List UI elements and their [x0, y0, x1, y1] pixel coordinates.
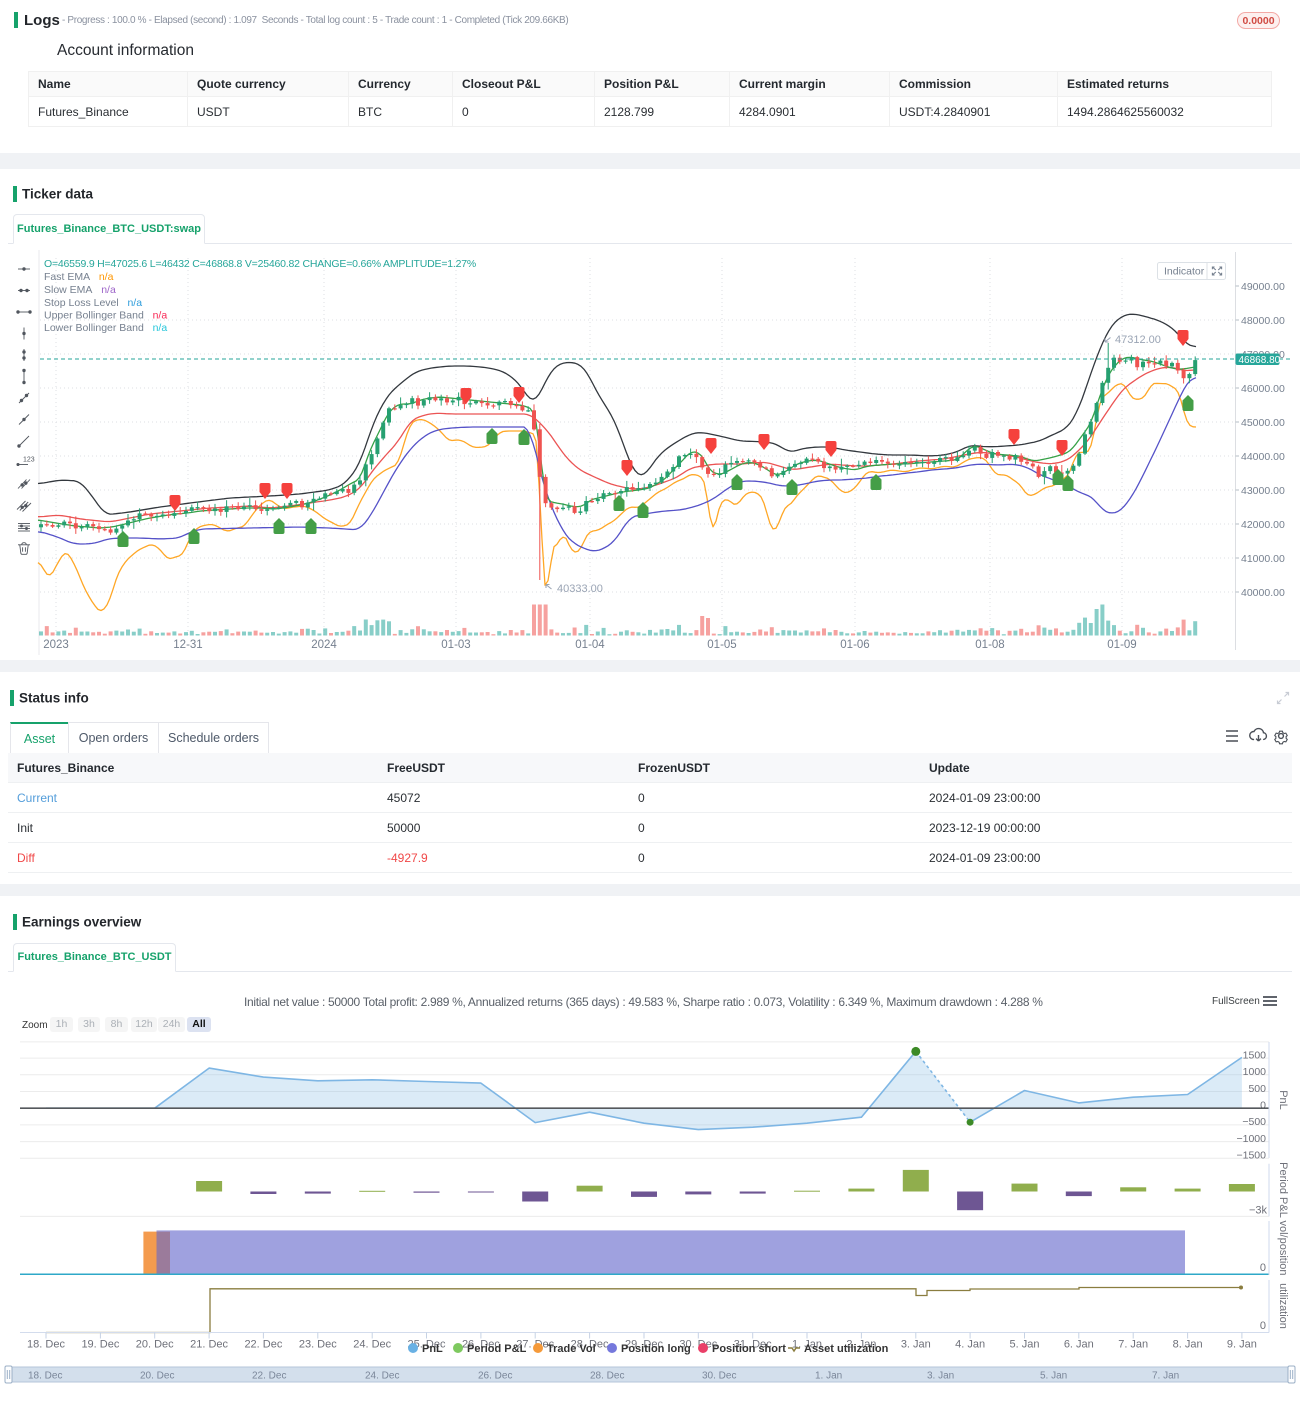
svg-text:40000.00: 40000.00 [1241, 587, 1285, 599]
svg-text:−1000: −1000 [1237, 1133, 1267, 1145]
svg-text:21. Dec: 21. Dec [190, 1339, 228, 1351]
svg-text:26. Dec: 26. Dec [462, 1339, 500, 1351]
svg-text:Fast EMA n/a: Fast EMA n/a [44, 271, 114, 283]
svg-text:46000.00: 46000.00 [1241, 383, 1285, 395]
svg-text:01-04: 01-04 [575, 639, 605, 651]
svg-text:3. Jan: 3. Jan [927, 1371, 954, 1382]
svg-text:20. Dec: 20. Dec [136, 1339, 174, 1351]
svg-text:5. Jan: 5. Jan [1010, 1339, 1040, 1351]
svg-text:1. Jan: 1. Jan [815, 1371, 842, 1382]
svg-text:30. Dec: 30. Dec [679, 1339, 717, 1351]
svg-text:01-05: 01-05 [707, 639, 736, 651]
svg-text:1000: 1000 [1243, 1066, 1267, 1078]
svg-text:PnL: PnL [1277, 1090, 1289, 1110]
svg-text:28. Dec: 28. Dec [590, 1371, 624, 1382]
svg-text:19. Dec: 19. Dec [81, 1339, 119, 1351]
svg-text:42000.00: 42000.00 [1241, 519, 1285, 531]
svg-text:3. Jan: 3. Jan [901, 1339, 931, 1351]
svg-text:Trade Vol: Trade Vol [547, 1343, 596, 1355]
svg-text:4. Jan: 4. Jan [955, 1339, 985, 1351]
svg-text:20. Dec: 20. Dec [140, 1371, 174, 1382]
svg-text:2. Jan: 2. Jan [846, 1339, 876, 1351]
svg-text:PnL: PnL [422, 1343, 443, 1355]
svg-text:18. Dec: 18. Dec [27, 1339, 65, 1351]
svg-text:Period P&L: Period P&L [467, 1343, 527, 1355]
svg-text:500: 500 [1248, 1083, 1266, 1095]
svg-text:01-06: 01-06 [840, 639, 869, 651]
svg-text:29. Dec: 29. Dec [625, 1339, 663, 1351]
svg-text:01-08: 01-08 [975, 639, 1004, 651]
svg-text:46868.80: 46868.80 [1239, 355, 1281, 366]
svg-text:48000.00: 48000.00 [1241, 315, 1285, 327]
svg-text:24. Dec: 24. Dec [365, 1371, 399, 1382]
svg-text:−1500: −1500 [1237, 1150, 1267, 1162]
svg-text:Position short: Position short [712, 1343, 786, 1355]
svg-text:123: 123 [23, 457, 35, 464]
svg-text:O=46559.9 H=47025.6 L=46432 C=: O=46559.9 H=47025.6 L=46432 C=46868.8 V=… [44, 258, 476, 270]
svg-text:2024: 2024 [311, 639, 337, 651]
svg-text:2023: 2023 [43, 639, 69, 651]
svg-text:−3k: −3k [1249, 1205, 1268, 1217]
svg-text:Slow EMA n/a: Slow EMA n/a [44, 284, 116, 296]
svg-text:01-09: 01-09 [1107, 639, 1136, 651]
svg-text:1500: 1500 [1243, 1049, 1267, 1061]
svg-text:Lower Bollinger Band n/a: Lower Bollinger Band n/a [44, 322, 167, 334]
svg-text:Position long: Position long [621, 1343, 691, 1355]
svg-text:41000.00: 41000.00 [1241, 553, 1285, 565]
svg-text:6. Jan: 6. Jan [1064, 1339, 1094, 1351]
svg-text:12-31: 12-31 [173, 639, 202, 651]
svg-text:01-03: 01-03 [441, 639, 470, 651]
svg-text:44000.00: 44000.00 [1241, 451, 1285, 463]
svg-text:7. Jan: 7. Jan [1152, 1371, 1179, 1382]
svg-text:49000.00: 49000.00 [1241, 281, 1285, 293]
svg-text:Asset utilization: Asset utilization [804, 1343, 889, 1355]
svg-text:23. Dec: 23. Dec [299, 1339, 337, 1351]
svg-text:Upper Bollinger Band n/a: Upper Bollinger Band n/a [44, 310, 167, 322]
svg-text:−500: −500 [1242, 1116, 1266, 1128]
svg-text:0: 0 [1260, 1320, 1266, 1332]
svg-text:utilization: utilization [1277, 1283, 1289, 1329]
svg-text:47312.00: 47312.00 [1115, 334, 1161, 346]
svg-text:31. Dec: 31. Dec [734, 1339, 772, 1351]
svg-text:30. Dec: 30. Dec [702, 1371, 736, 1382]
svg-text:40333.00: 40333.00 [557, 583, 603, 595]
svg-text:5. Jan: 5. Jan [1040, 1371, 1067, 1382]
svg-text:vol/position: vol/position [1277, 1220, 1289, 1275]
svg-text:43000.00: 43000.00 [1241, 485, 1285, 497]
svg-text:45000.00: 45000.00 [1241, 417, 1285, 429]
svg-text:7. Jan: 7. Jan [1118, 1339, 1148, 1351]
svg-text:9. Jan: 9. Jan [1227, 1339, 1257, 1351]
svg-text:8. Jan: 8. Jan [1173, 1339, 1203, 1351]
svg-text:24. Dec: 24. Dec [353, 1339, 391, 1351]
svg-text:Indicator: Indicator [1164, 266, 1205, 278]
svg-text:26. Dec: 26. Dec [478, 1371, 512, 1382]
svg-text:Stop Loss Level n/a: Stop Loss Level n/a [44, 297, 142, 309]
svg-text:0: 0 [1260, 1262, 1266, 1274]
svg-text:0: 0 [1260, 1100, 1266, 1112]
svg-text:22. Dec: 22. Dec [252, 1371, 286, 1382]
svg-text:18. Dec: 18. Dec [28, 1371, 62, 1382]
svg-text:Period P&L: Period P&L [1277, 1162, 1289, 1218]
svg-text:28. Dec: 28. Dec [571, 1339, 609, 1351]
svg-text:22. Dec: 22. Dec [244, 1339, 282, 1351]
